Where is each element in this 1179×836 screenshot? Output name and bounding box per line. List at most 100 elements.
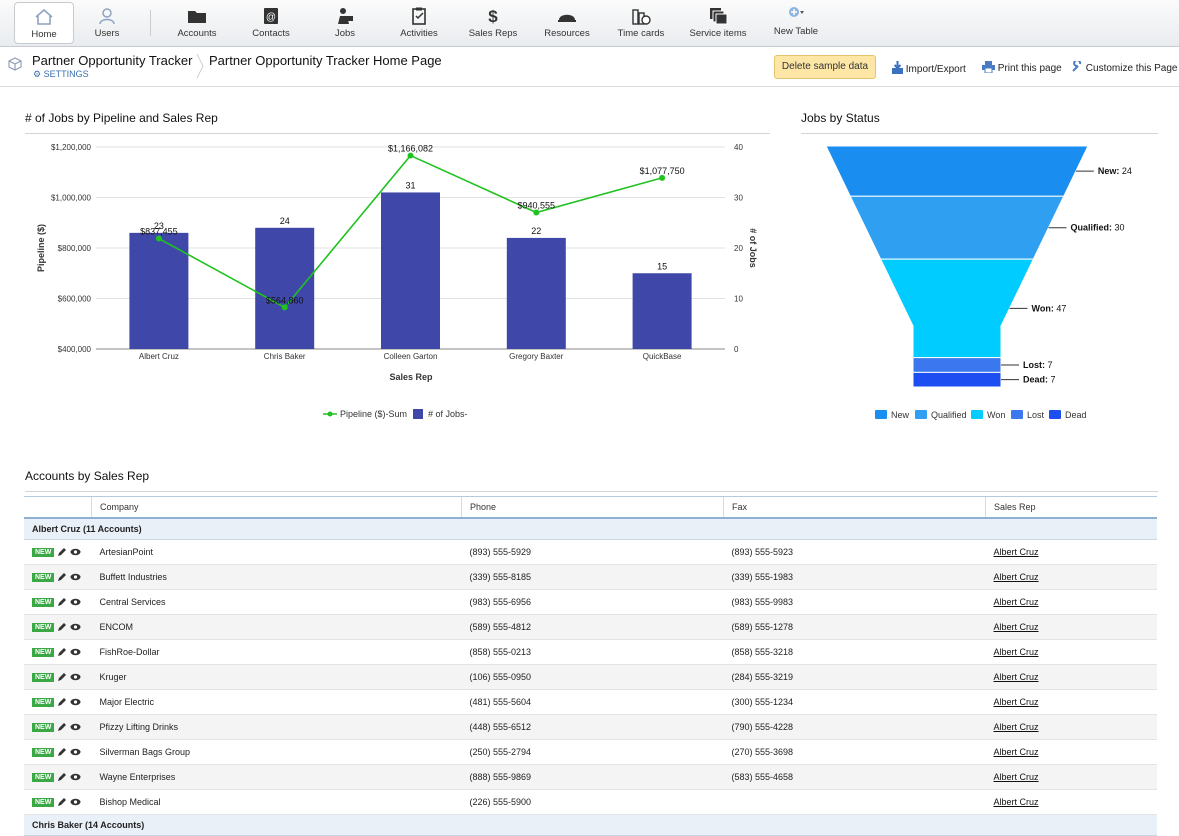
column-header-sales-rep[interactable]: Sales Rep xyxy=(985,496,1157,519)
nav-home[interactable]: Home xyxy=(14,2,74,44)
table-row[interactable]: NEW Buffett Industries (339) 555-8185 (339)… xyxy=(24,564,1157,590)
pencil-icon[interactable] xyxy=(57,672,67,682)
table-row[interactable]: NEW ArtesianPoint (893) 555-5929 (893) 555-… xyxy=(24,539,1157,565)
eye-icon[interactable] xyxy=(70,573,81,581)
funnel-segment[interactable] xyxy=(849,195,1065,260)
eye-icon[interactable] xyxy=(70,798,81,806)
sales-rep-link[interactable]: Albert Cruz xyxy=(993,697,1039,707)
table-row[interactable]: NEW Bishop Medical (226) 555-5900 Albert Cr… xyxy=(24,789,1157,815)
group-header-row[interactable]: Albert Cruz (11 Accounts) xyxy=(24,518,1157,540)
import-export-label: Import/Export xyxy=(905,64,966,75)
new-record-button[interactable]: NEW xyxy=(32,697,55,707)
pencil-icon[interactable] xyxy=(57,622,67,632)
pipeline-point[interactable] xyxy=(407,152,414,159)
row-actions: NEW xyxy=(24,564,92,590)
table-row[interactable]: NEW Silverman Bags Group (250) 555-2794 (27… xyxy=(24,739,1157,765)
funnel-segment[interactable] xyxy=(912,357,1002,373)
sales-rep-link[interactable]: Albert Cruz xyxy=(993,597,1039,607)
new-record-button[interactable]: NEW xyxy=(32,672,55,682)
table-row[interactable]: NEW Major Electric (481) 555-5604 (300) 555… xyxy=(24,689,1157,715)
eye-icon[interactable] xyxy=(70,648,81,656)
eye-icon[interactable] xyxy=(70,698,81,706)
sales-rep-link[interactable]: Albert Cruz xyxy=(993,572,1039,582)
settings-link[interactable]: ⚙ SETTINGS xyxy=(33,69,89,80)
eye-icon[interactable] xyxy=(70,773,81,781)
new-record-button[interactable]: NEW xyxy=(32,647,55,657)
new-record-button[interactable]: NEW xyxy=(32,597,55,607)
new-record-button[interactable]: NEW xyxy=(32,722,55,732)
import-export-button[interactable]: Import/Export xyxy=(892,61,966,75)
nav-jobs[interactable]: Jobs xyxy=(318,0,372,46)
nav-users[interactable]: Users xyxy=(80,0,134,46)
nav-accounts[interactable]: Accounts xyxy=(170,0,224,46)
funnel-segment[interactable] xyxy=(825,145,1089,197)
sales-rep-link[interactable]: Albert Cruz xyxy=(993,772,1039,782)
job-count-bar[interactable] xyxy=(632,273,692,349)
table-row[interactable]: NEW Pfizzy Lifting Drinks (448) 555-6512 (7… xyxy=(24,714,1157,740)
sales-rep-cell: Albert Cruz xyxy=(985,764,1157,790)
pencil-icon[interactable] xyxy=(57,797,67,807)
job-count-bar[interactable] xyxy=(381,192,440,349)
job-count-bar[interactable] xyxy=(506,237,566,349)
pipeline-point[interactable] xyxy=(659,174,666,181)
sales-rep-link[interactable]: Albert Cruz xyxy=(993,622,1039,632)
nav-activities[interactable]: Activities xyxy=(392,0,446,46)
fax-cell: (983) 555-9983 xyxy=(723,589,986,615)
table-row[interactable]: NEW FishRoe-Dollar (858) 555-0213 (858) 555… xyxy=(24,639,1157,665)
nav-new-table[interactable]: New Table xyxy=(768,0,824,46)
new-record-button[interactable]: NEW xyxy=(32,747,55,757)
sales-rep-link[interactable]: Albert Cruz xyxy=(993,722,1039,732)
job-count-bar[interactable] xyxy=(255,227,315,349)
eye-icon[interactable] xyxy=(70,548,81,556)
nav-time-cards[interactable]: Time cards xyxy=(612,0,670,46)
funnel-segment[interactable] xyxy=(912,371,1002,388)
sales-rep-link[interactable]: Albert Cruz xyxy=(993,647,1039,657)
pipeline-point[interactable] xyxy=(155,235,162,242)
new-record-button[interactable]: NEW xyxy=(32,622,55,632)
eye-icon[interactable] xyxy=(70,598,81,606)
add-table-icon xyxy=(789,7,804,17)
sales-rep-link[interactable]: Albert Cruz xyxy=(993,747,1039,757)
table-row[interactable]: NEW Wayne Enterprises (888) 555-9869 (583) … xyxy=(24,764,1157,790)
row-actions: NEW xyxy=(24,789,92,815)
pipeline-point[interactable] xyxy=(281,304,288,311)
group-header-row[interactable]: Chris Baker (14 Accounts) xyxy=(24,814,1157,836)
new-record-button[interactable]: NEW xyxy=(32,572,55,582)
pencil-icon[interactable] xyxy=(57,722,67,732)
funnel-title-rule xyxy=(801,133,1158,134)
eye-icon[interactable] xyxy=(70,673,81,681)
eye-icon[interactable] xyxy=(70,723,81,731)
pencil-icon[interactable] xyxy=(57,572,67,582)
new-record-button[interactable]: NEW xyxy=(32,547,55,557)
nav-sales-reps[interactable]: $ Sales Reps xyxy=(464,0,522,46)
nav-resources[interactable]: Resources xyxy=(540,0,594,46)
pencil-icon[interactable] xyxy=(57,697,67,707)
print-button[interactable]: Print this page xyxy=(982,61,1062,74)
pencil-icon[interactable] xyxy=(57,772,67,782)
pencil-icon[interactable] xyxy=(57,547,67,557)
job-count-bar[interactable] xyxy=(129,232,189,349)
eye-icon[interactable] xyxy=(70,623,81,631)
table-row[interactable]: NEW Kruger (106) 555-0950 (284) 555-3219 Alb… xyxy=(24,664,1157,690)
sales-rep-link[interactable]: Albert Cruz xyxy=(993,672,1039,682)
column-header-fax[interactable]: Fax xyxy=(723,496,986,519)
fax-cell: (790) 555-4228 xyxy=(723,714,986,740)
column-header-company[interactable]: Company xyxy=(91,496,462,519)
pencil-icon[interactable] xyxy=(57,647,67,657)
sales-rep-link[interactable]: Albert Cruz xyxy=(993,797,1039,807)
nav-contacts[interactable]: @ Contacts xyxy=(244,0,298,46)
table-row[interactable]: NEW ENCOM (589) 555-4812 (589) 555-1278 Albe… xyxy=(24,614,1157,640)
delete-sample-data-button[interactable]: Delete sample data xyxy=(774,55,876,79)
new-record-button[interactable]: NEW xyxy=(32,772,55,782)
pipeline-point[interactable] xyxy=(533,209,540,216)
eye-icon[interactable] xyxy=(70,748,81,756)
pencil-icon[interactable] xyxy=(57,747,67,757)
new-record-button[interactable]: NEW xyxy=(32,797,55,807)
column-header-phone[interactable]: Phone xyxy=(461,496,724,519)
app-name[interactable]: Partner Opportunity Tracker xyxy=(32,53,193,68)
sales-rep-link[interactable]: Albert Cruz xyxy=(993,547,1039,557)
table-row[interactable]: NEW Central Services (983) 555-6956 (983) 5… xyxy=(24,589,1157,615)
pencil-icon[interactable] xyxy=(57,597,67,607)
customize-page-button[interactable]: Customize this Page xyxy=(1071,59,1178,74)
nav-service-items[interactable]: Service items xyxy=(686,0,750,46)
